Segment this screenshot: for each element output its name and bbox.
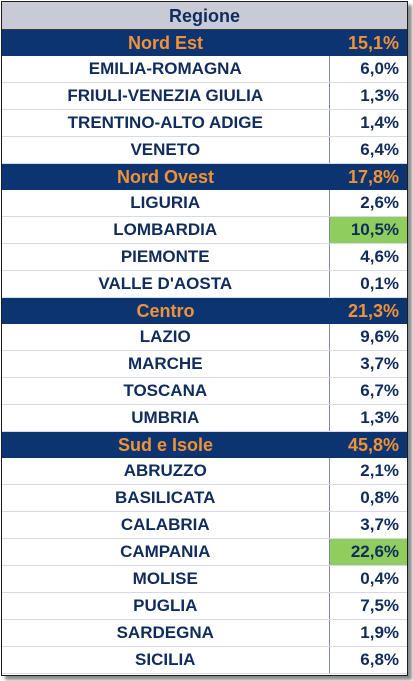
region-row: PUGLIA 7,5% [2,592,408,620]
region-row: LOMBARDIA 10,5% [2,216,408,244]
region-name: VENETO [2,136,330,164]
region-name: TOSCANA [2,377,330,405]
region-row: VENETO 6,4% [2,136,408,164]
region-percent: 1,3% [329,82,408,110]
region-row: CALABRIA 3,7% [2,511,408,539]
region-name: ABRUZZO [2,458,330,485]
region-percent: 6,4% [329,136,408,164]
region-table-frame: Regione Nord Est 15,1% EMILIA-ROMAGNA 6,0% F… [1,1,408,676]
region-percent: 6,0% [329,56,408,83]
region-row: LAZIO 9,6% [2,324,408,351]
region-table: Regione Nord Est 15,1% EMILIA-ROMAGNA 6,0% F… [2,2,408,674]
region-name: PUGLIA [2,592,330,620]
region-percent: 1,3% [329,404,408,432]
region-name: VALLE D'AOSTA [2,270,330,298]
region-row: FRIULI-VENEZIA GIULIA 1,3% [2,82,408,110]
region-name: LAZIO [2,324,330,351]
region-percent: 2,1% [329,458,408,485]
region-percent: 3,7% [329,350,408,378]
region-row: VALLE D'AOSTA 0,1% [2,270,408,298]
region-row: TRENTINO-ALTO ADIGE 1,4% [2,109,408,137]
region-row: TOSCANA 6,7% [2,377,408,405]
region-row: SICILIA 6,8% [2,646,408,674]
region-row: ABRUZZO 2,1% [2,458,408,485]
region-name: TRENTINO-ALTO ADIGE [2,109,330,137]
region-percent: 6,7% [329,377,408,405]
region-row: SARDEGNA 1,9% [2,619,408,647]
region-row: PIEMONTE 4,6% [2,243,408,271]
region-percent: 1,9% [329,619,408,647]
macro-region-row: Centro 21,3% [2,297,408,324]
region-row: MARCHE 3,7% [2,350,408,378]
macro-region-row: Nord Ovest 17,8% [2,163,408,190]
region-row: BASILICATA 0,8% [2,484,408,512]
region-row: EMILIA-ROMAGNA 6,0% [2,56,408,83]
region-row: UMBRIA 1,3% [2,404,408,432]
table-header-title: Regione [2,2,408,30]
region-name: MARCHE [2,350,330,378]
region-name: LIGURIA [2,190,330,217]
macro-region-row: Sud e Isole 45,8% [2,431,408,458]
region-percent: 3,7% [329,511,408,539]
region-name: MOLISE [2,565,330,593]
region-row: LIGURIA 2,6% [2,190,408,217]
macro-region-name: Sud e Isole [2,431,329,458]
region-percent: 0,8% [329,484,408,512]
region-name: SICILIA [2,646,330,674]
region-name: UMBRIA [2,404,330,432]
region-name: EMILIA-ROMAGNA [2,56,330,83]
region-name: SARDEGNA [2,619,330,647]
region-percent: 10,5% [329,216,408,244]
region-percent: 2,6% [329,190,408,217]
region-name: FRIULI-VENEZIA GIULIA [2,82,330,110]
macro-region-name: Nord Est [2,29,329,56]
region-percent: 22,6% [329,538,408,566]
region-percent: 0,1% [329,270,408,298]
region-name: CAMPANIA [2,538,330,566]
region-name: PIEMONTE [2,243,330,271]
macro-region-name: Nord Ovest [2,163,329,190]
region-percent: 9,6% [329,324,408,351]
macro-region-percent: 21,3% [329,297,408,324]
macro-region-percent: 45,8% [329,431,408,458]
region-percent: 7,5% [329,592,408,620]
region-percent: 1,4% [329,109,408,137]
region-percent: 6,8% [329,646,408,674]
region-percent: 4,6% [329,243,408,271]
macro-region-percent: 17,8% [329,163,408,190]
macro-region-row: Nord Est 15,1% [2,29,408,56]
region-row: CAMPANIA 22,6% [2,538,408,566]
region-percent: 0,4% [329,565,408,593]
macro-region-percent: 15,1% [329,29,408,56]
region-name: CALABRIA [2,511,330,539]
region-name: LOMBARDIA [2,216,330,244]
region-row: MOLISE 0,4% [2,565,408,593]
macro-region-name: Centro [2,297,329,324]
table-header-row: Regione [2,2,408,30]
region-name: BASILICATA [2,484,330,512]
